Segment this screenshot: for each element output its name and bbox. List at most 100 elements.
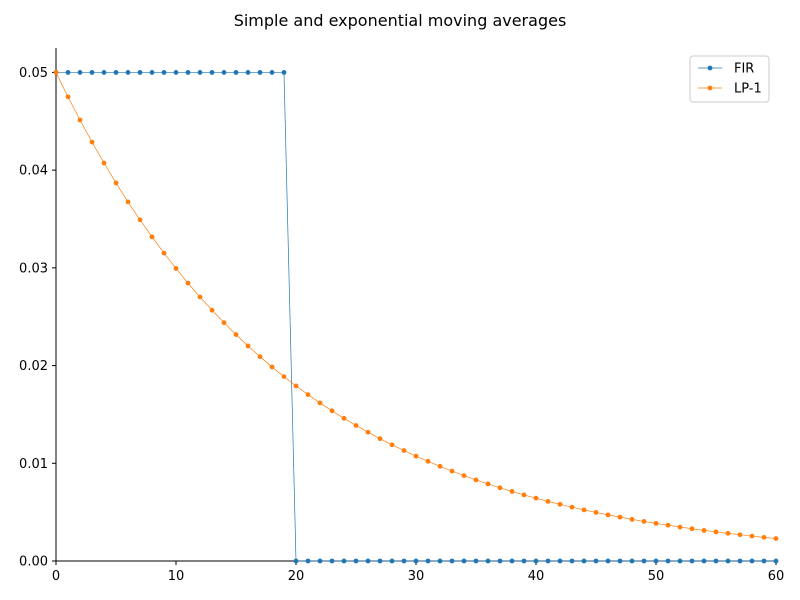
data-point xyxy=(761,534,767,540)
data-point xyxy=(497,558,503,564)
series-line xyxy=(55,72,777,539)
data-point xyxy=(65,70,71,75)
data-point xyxy=(593,558,599,564)
data-point xyxy=(113,70,119,75)
data-point xyxy=(53,70,59,75)
data-point xyxy=(425,458,431,464)
data-point xyxy=(209,70,215,75)
data-point xyxy=(305,558,311,564)
data-point xyxy=(233,70,239,75)
data-point xyxy=(197,70,203,75)
data-point xyxy=(257,70,263,75)
data-point xyxy=(509,489,515,494)
data-point xyxy=(173,70,179,75)
data-point xyxy=(425,558,431,564)
data-point xyxy=(125,199,131,205)
legend-label: LP-1 xyxy=(734,82,762,97)
data-point xyxy=(617,514,623,520)
data-point xyxy=(401,448,407,453)
legend: FIR LP-1 xyxy=(689,55,770,103)
data-point xyxy=(209,307,215,313)
y-tick-label: 0.01 xyxy=(19,457,48,472)
data-point xyxy=(641,558,647,564)
data-point xyxy=(101,160,107,166)
data-point xyxy=(269,364,275,370)
data-point xyxy=(437,558,443,564)
data-point xyxy=(305,392,311,397)
data-point xyxy=(629,516,635,522)
data-point xyxy=(689,526,695,532)
data-point xyxy=(173,266,179,271)
data-point xyxy=(449,558,455,564)
data-point xyxy=(245,70,251,75)
data-point xyxy=(185,70,191,75)
chart-title: Simple and exponential moving averages xyxy=(234,11,567,30)
data-point xyxy=(701,528,707,533)
data-point xyxy=(149,70,155,75)
x-tick-label: 0 xyxy=(52,569,60,584)
data-point xyxy=(377,558,383,564)
data-point xyxy=(413,558,419,564)
axes: 0 10 20 30 40 50 60 0.00 0.01 0.02 0.03 0.04 0.05 xyxy=(19,48,784,584)
data-point xyxy=(545,558,551,564)
data-point xyxy=(773,536,779,541)
data-point xyxy=(245,343,251,349)
data-point xyxy=(473,558,479,564)
data-point xyxy=(557,501,563,507)
data-point xyxy=(281,70,287,75)
y-tick-label: 0.04 xyxy=(19,164,48,179)
data-point xyxy=(605,558,611,564)
x-tick-label: 30 xyxy=(408,569,425,584)
series-line xyxy=(56,72,776,562)
data-point xyxy=(617,558,623,564)
data-point xyxy=(341,558,347,564)
data-point xyxy=(257,354,263,360)
data-point xyxy=(737,558,743,564)
data-point xyxy=(737,532,743,538)
data-point xyxy=(377,436,383,442)
data-point xyxy=(353,558,359,564)
data-point xyxy=(485,481,491,487)
data-point xyxy=(197,294,203,300)
data-point xyxy=(365,558,371,564)
data-point xyxy=(605,512,611,518)
data-point xyxy=(557,558,563,564)
y-tick-label: 0.00 xyxy=(19,555,48,570)
data-point xyxy=(437,463,443,469)
legend-entry: FIR xyxy=(698,62,754,77)
data-point xyxy=(317,400,323,406)
data-point xyxy=(65,94,71,100)
data-point xyxy=(113,180,119,186)
data-point xyxy=(161,250,167,256)
data-point xyxy=(773,558,779,564)
data-point xyxy=(137,70,143,75)
series-fir xyxy=(53,70,779,564)
data-point xyxy=(365,429,371,435)
data-point xyxy=(725,558,731,564)
series-lp-1 xyxy=(53,70,779,541)
data-point xyxy=(89,139,95,145)
data-point xyxy=(149,234,155,240)
data-point xyxy=(389,558,395,564)
y-tick-label: 0.05 xyxy=(19,66,48,81)
data-point xyxy=(665,522,671,528)
data-point xyxy=(713,529,719,535)
data-point xyxy=(269,70,275,75)
data-point xyxy=(449,468,455,474)
data-point xyxy=(533,495,539,501)
x-tick-label: 50 xyxy=(648,569,665,584)
data-point xyxy=(761,558,767,564)
data-point xyxy=(689,558,695,564)
data-point xyxy=(653,558,659,564)
data-point xyxy=(497,485,503,491)
series-layer xyxy=(53,70,779,564)
data-point xyxy=(473,477,479,483)
x-tick-label: 40 xyxy=(528,569,545,584)
data-point xyxy=(677,558,683,564)
y-tick-label: 0.03 xyxy=(19,261,48,276)
data-point xyxy=(293,558,299,564)
data-point xyxy=(185,280,191,286)
data-point xyxy=(749,533,755,539)
data-point xyxy=(401,558,407,564)
